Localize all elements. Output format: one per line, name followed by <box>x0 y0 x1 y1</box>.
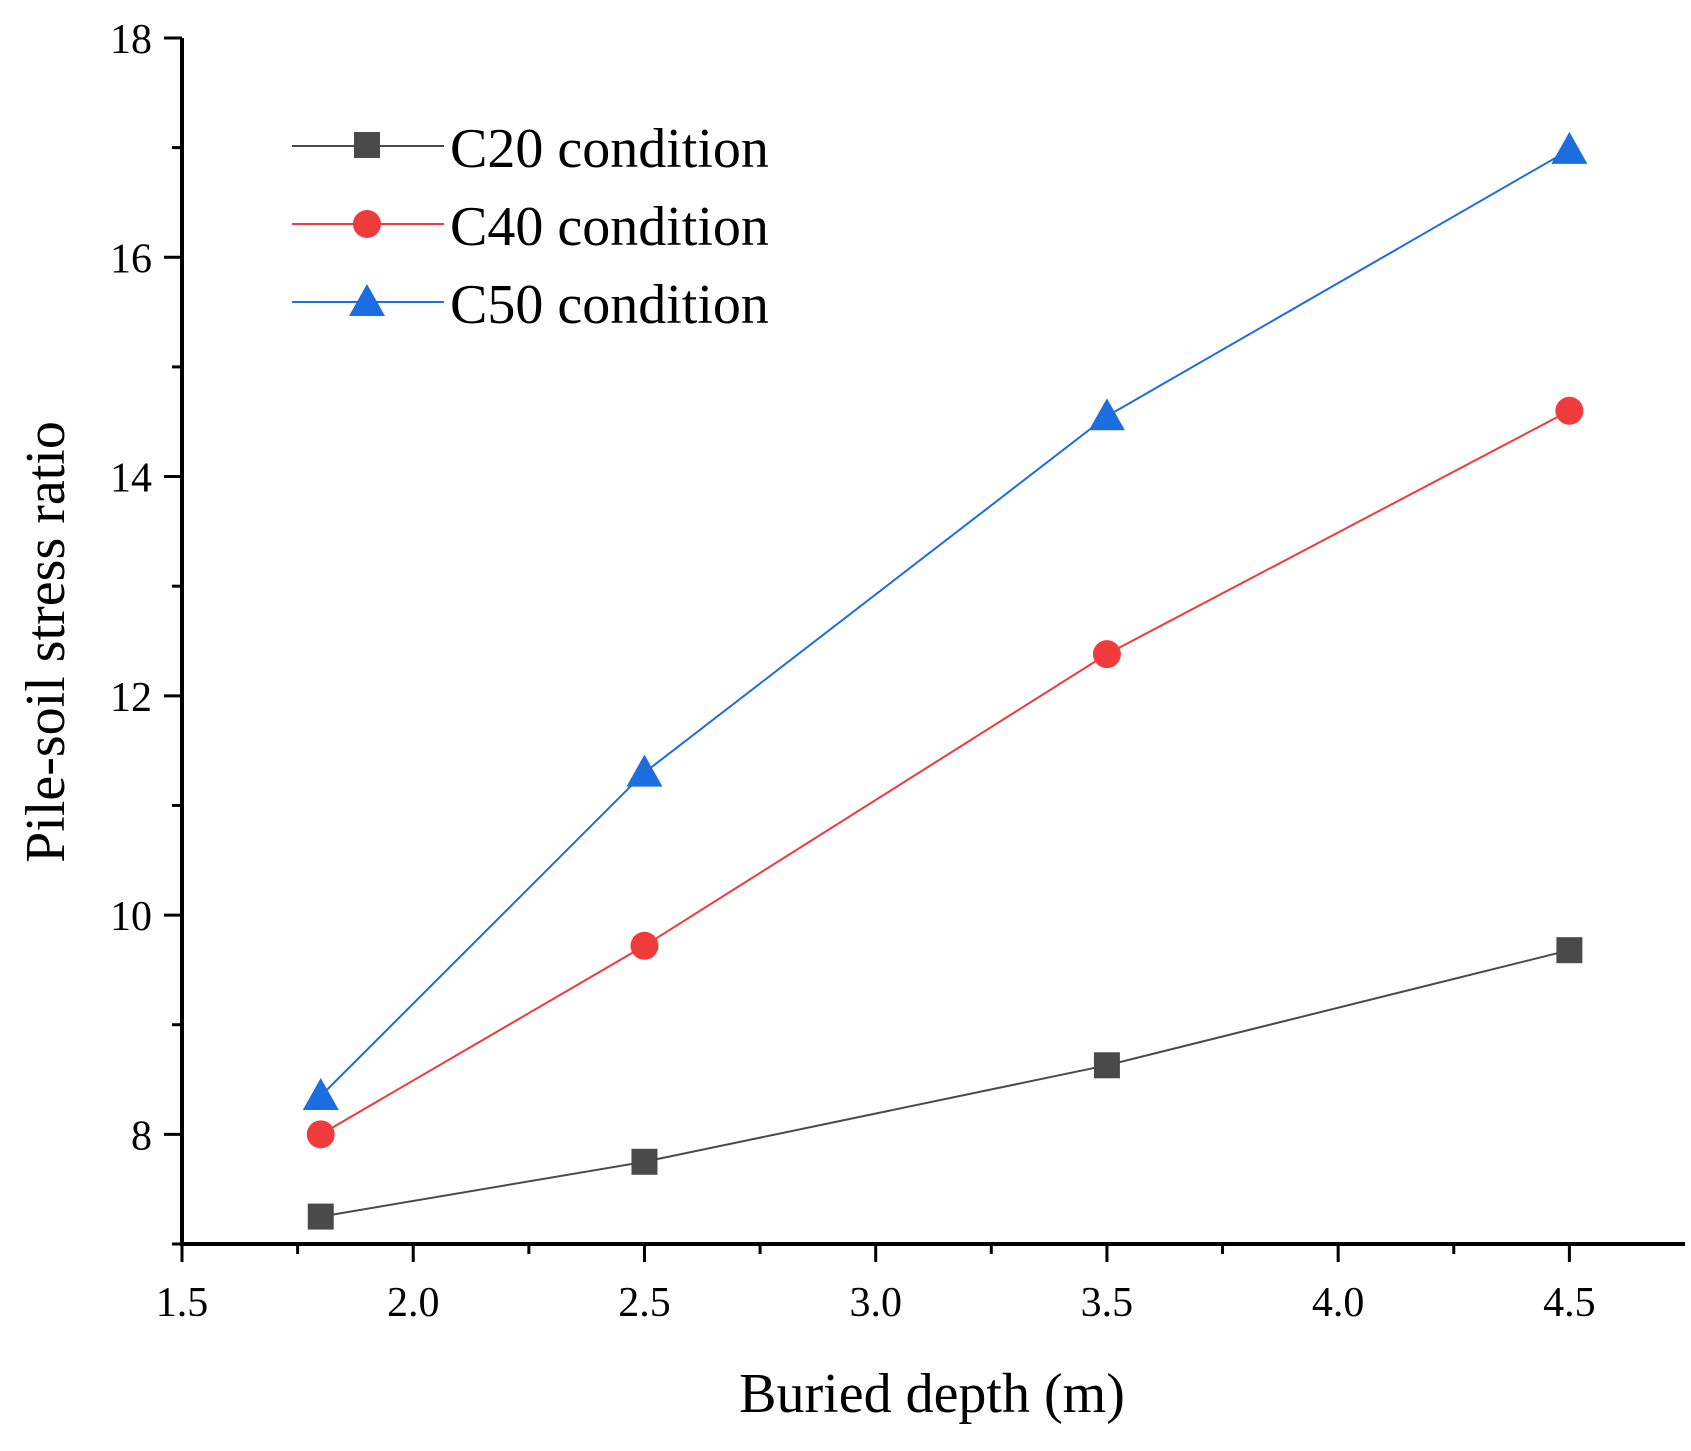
y-tick-label: 18 <box>110 17 152 63</box>
data-point-square <box>1556 937 1583 964</box>
legend-item-c50: C50 condition <box>292 274 769 336</box>
series-line <box>320 949 1570 1218</box>
y-tick-label: 12 <box>110 675 152 721</box>
y-tick-label: 10 <box>110 894 152 940</box>
y-tick-label: 14 <box>110 456 152 502</box>
x-tick-label: 2.5 <box>618 1280 671 1326</box>
x-axis-ticks: 1.5 2.0 2.5 3.0 3.5 4.0 4.5 <box>156 1244 1596 1326</box>
x-tick-label: 2.0 <box>387 1280 440 1326</box>
legend-label-c20: C20 condition <box>450 118 769 180</box>
data-point-circle <box>630 931 659 960</box>
x-axis-title: Buried depth (m) <box>739 1363 1125 1425</box>
data-point-triangle <box>626 754 663 787</box>
x-tick-label: 4.0 <box>1312 1280 1365 1326</box>
series-c20 <box>307 937 1583 1230</box>
legend-label-c50: C50 condition <box>450 274 769 336</box>
legend-item-c40: C40 condition <box>292 196 769 258</box>
series-c40 <box>306 396 1584 1149</box>
legend: C20 condition C40 condition C50 conditio… <box>292 118 769 336</box>
data-point-circle <box>1555 396 1584 425</box>
legend-label-c40: C40 condition <box>450 196 769 258</box>
x-tick-label: 1.5 <box>156 1280 209 1326</box>
y-tick-label: 16 <box>110 236 152 282</box>
data-point-triangle <box>1551 131 1588 164</box>
x-tick-label: 4.5 <box>1543 1280 1596 1326</box>
data-point-circle <box>1092 640 1121 669</box>
data-point-triangle <box>302 1077 339 1110</box>
data-point-triangle <box>1088 398 1125 431</box>
data-point-square <box>1093 1052 1120 1079</box>
legend-marker-c50 <box>349 284 385 316</box>
y-tick-label: 8 <box>131 1113 152 1159</box>
data-point-circle <box>306 1120 335 1149</box>
legend-item-c20: C20 condition <box>292 118 769 180</box>
legend-marker-c40 <box>353 210 381 238</box>
y-axis-ticks: 8 10 12 14 16 18 <box>110 17 182 1246</box>
x-tick-label: 3.0 <box>849 1280 902 1326</box>
y-axis-title: Pile-soil stress ratio <box>15 421 77 863</box>
series-c50 <box>302 131 1588 1110</box>
series-line <box>320 409 1570 1136</box>
axes <box>180 38 1685 1246</box>
data-point-square <box>307 1203 334 1230</box>
x-tick-label: 3.5 <box>1081 1280 1134 1326</box>
legend-marker-c20 <box>354 132 380 158</box>
series-line <box>320 148 1570 1097</box>
data-point-square <box>631 1148 658 1175</box>
series-layer <box>302 131 1588 1230</box>
